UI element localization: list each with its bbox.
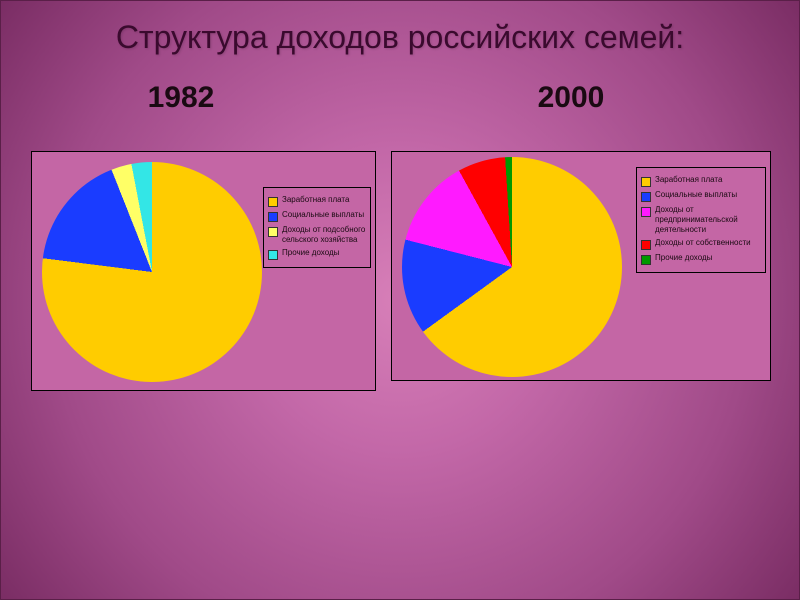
- legend-item: Доходы от предпринимательской деятельнос…: [641, 205, 761, 235]
- legend-item: Прочие доходы: [641, 253, 761, 265]
- legend-label: Доходы от подсобного сельского хозяйства: [282, 225, 366, 245]
- legend-label: Прочие доходы: [282, 248, 339, 258]
- legend-item: Доходы от подсобного сельского хозяйства: [268, 225, 366, 245]
- legend-swatch: [268, 212, 278, 222]
- chart-1982: Заработная плата Социальные выплаты Доходы…: [31, 151, 376, 391]
- legend-item: Заработная плата: [641, 175, 761, 187]
- pie-1982-wrap: [42, 162, 262, 382]
- legend-item: Доходы от собственности: [641, 238, 761, 250]
- legend-label: Прочие доходы: [655, 253, 712, 263]
- legend-swatch: [641, 255, 651, 265]
- legend-swatch: [641, 240, 651, 250]
- legend-item: Социальные выплаты: [641, 190, 761, 202]
- legend-swatch: [641, 177, 651, 187]
- slide: Структура доходов российских семей: 1982…: [0, 0, 800, 600]
- legend-label: Социальные выплаты: [282, 210, 364, 220]
- legend-swatch: [268, 250, 278, 260]
- chart-2000: Заработная плата Социальные выплаты Доходы…: [391, 151, 771, 381]
- year-label-1982: 1982: [81, 81, 281, 115]
- legend-item: Социальные выплаты: [268, 210, 366, 222]
- legend-item: Заработная плата: [268, 195, 366, 207]
- pie-2000: [402, 157, 622, 377]
- legend-label: Заработная плата: [282, 195, 349, 205]
- pie-1982: [42, 162, 262, 382]
- year-label-2000: 2000: [471, 81, 671, 115]
- legend-label: Заработная плата: [655, 175, 722, 185]
- legend-2000: Заработная плата Социальные выплаты Доходы…: [636, 167, 766, 273]
- legend-item: Прочие доходы: [268, 248, 366, 260]
- legend-swatch: [641, 207, 651, 217]
- legend-swatch: [268, 227, 278, 237]
- legend-label: Доходы от собственности: [655, 238, 751, 248]
- page-title: Структура доходов российских семей:: [1, 19, 799, 56]
- legend-1982: Заработная плата Социальные выплаты Доходы…: [263, 187, 371, 268]
- legend-swatch: [641, 192, 651, 202]
- legend-label: Социальные выплаты: [655, 190, 737, 200]
- legend-label: Доходы от предпринимательской деятельнос…: [655, 205, 761, 235]
- pie-2000-wrap: [402, 157, 622, 377]
- legend-swatch: [268, 197, 278, 207]
